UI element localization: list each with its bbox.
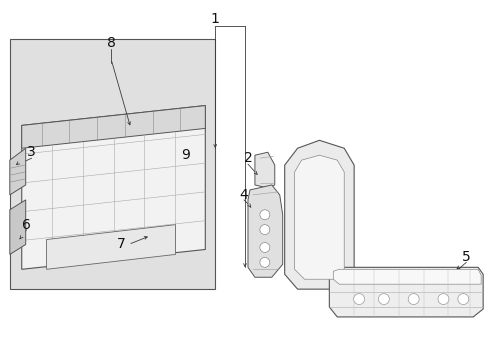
Circle shape [353,294,364,305]
Text: 8: 8 [106,36,115,50]
Polygon shape [328,267,482,317]
Polygon shape [247,185,282,277]
Polygon shape [284,140,353,289]
Text: 5: 5 [461,251,469,264]
Text: 2: 2 [243,151,252,165]
Text: 3: 3 [27,145,36,159]
Text: 4: 4 [239,188,248,202]
Polygon shape [21,105,205,269]
Polygon shape [10,200,26,255]
Polygon shape [10,148,26,195]
Text: 1: 1 [210,12,219,26]
Circle shape [259,257,269,267]
Bar [10,39,215,289]
Text: 7: 7 [116,238,125,252]
Polygon shape [46,225,175,269]
Text: 9: 9 [181,148,189,162]
Polygon shape [294,155,344,279]
Polygon shape [333,269,480,284]
Circle shape [259,210,269,220]
Circle shape [457,294,468,305]
Circle shape [407,294,418,305]
Circle shape [259,225,269,235]
Polygon shape [21,105,205,148]
Circle shape [259,243,269,252]
Text: 6: 6 [22,218,31,231]
Polygon shape [254,152,274,188]
Circle shape [437,294,448,305]
Circle shape [378,294,388,305]
